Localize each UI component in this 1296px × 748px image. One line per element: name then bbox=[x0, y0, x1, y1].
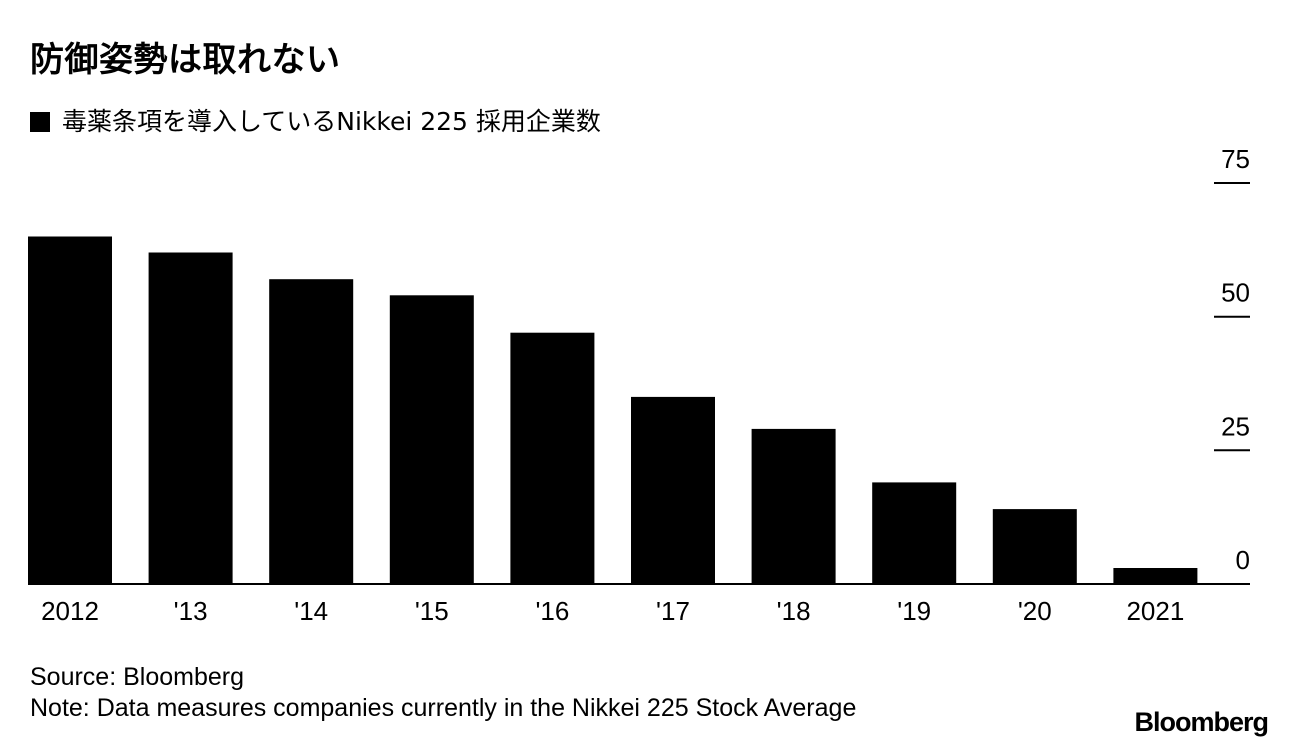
bar-7 bbox=[872, 482, 957, 584]
bar-9 bbox=[1113, 568, 1198, 584]
x-tick-label-9: 2021 bbox=[1126, 596, 1184, 626]
bars-group bbox=[28, 236, 1198, 584]
x-tick-label-8: '20 bbox=[1018, 596, 1052, 626]
x-tick-label-3: '15 bbox=[415, 596, 449, 626]
y-tick-label-3: 75 bbox=[1221, 144, 1250, 174]
x-axis: 2012 '13 '14 '15 '16 '17 '18 '19 '20 2021 bbox=[28, 583, 1250, 626]
footer: Source: Bloomberg Note: Data measures co… bbox=[30, 662, 856, 724]
bar-chart: 0 25 50 75 2012 '13 '14 '15 '16 '17 '18 '19 '20 2021 bbox=[28, 144, 1250, 626]
bar-1 bbox=[148, 252, 233, 584]
legend-label: 毒薬条項を導入しているNikkei 225 採用企業数 bbox=[62, 107, 601, 136]
bar-8 bbox=[992, 509, 1077, 584]
x-tick-label-1: '13 bbox=[174, 596, 208, 626]
y-tick-label-2: 50 bbox=[1221, 278, 1250, 308]
x-tick-label-7: '19 bbox=[897, 596, 931, 626]
y-axis: 0 25 50 75 bbox=[1214, 144, 1250, 575]
chart-title: 防御姿勢は取れない bbox=[30, 40, 341, 80]
bar-5 bbox=[631, 396, 715, 584]
x-tick-label-2: '14 bbox=[294, 596, 328, 626]
bloomberg-logo: Bloomberg bbox=[1134, 707, 1269, 737]
y-tick-label-0: 0 bbox=[1236, 545, 1250, 575]
data-note: Note: Data measures companies currently … bbox=[30, 694, 857, 722]
x-tick-label-5: '17 bbox=[656, 596, 690, 626]
legend: 毒薬条項を導入しているNikkei 225 採用企業数 bbox=[30, 104, 601, 140]
bar-4 bbox=[510, 332, 595, 584]
source-note: Source: Bloomberg bbox=[30, 663, 245, 691]
bar-3 bbox=[389, 295, 474, 584]
legend-swatch bbox=[30, 112, 50, 132]
bar-0 bbox=[28, 236, 112, 584]
x-tick-label-0: 2012 bbox=[41, 596, 99, 626]
x-tick-label-6: '18 bbox=[777, 596, 811, 626]
bar-6 bbox=[751, 428, 836, 584]
y-tick-label-1: 25 bbox=[1221, 411, 1250, 441]
bar-2 bbox=[269, 279, 354, 584]
x-tick-label-4: '16 bbox=[535, 596, 569, 626]
